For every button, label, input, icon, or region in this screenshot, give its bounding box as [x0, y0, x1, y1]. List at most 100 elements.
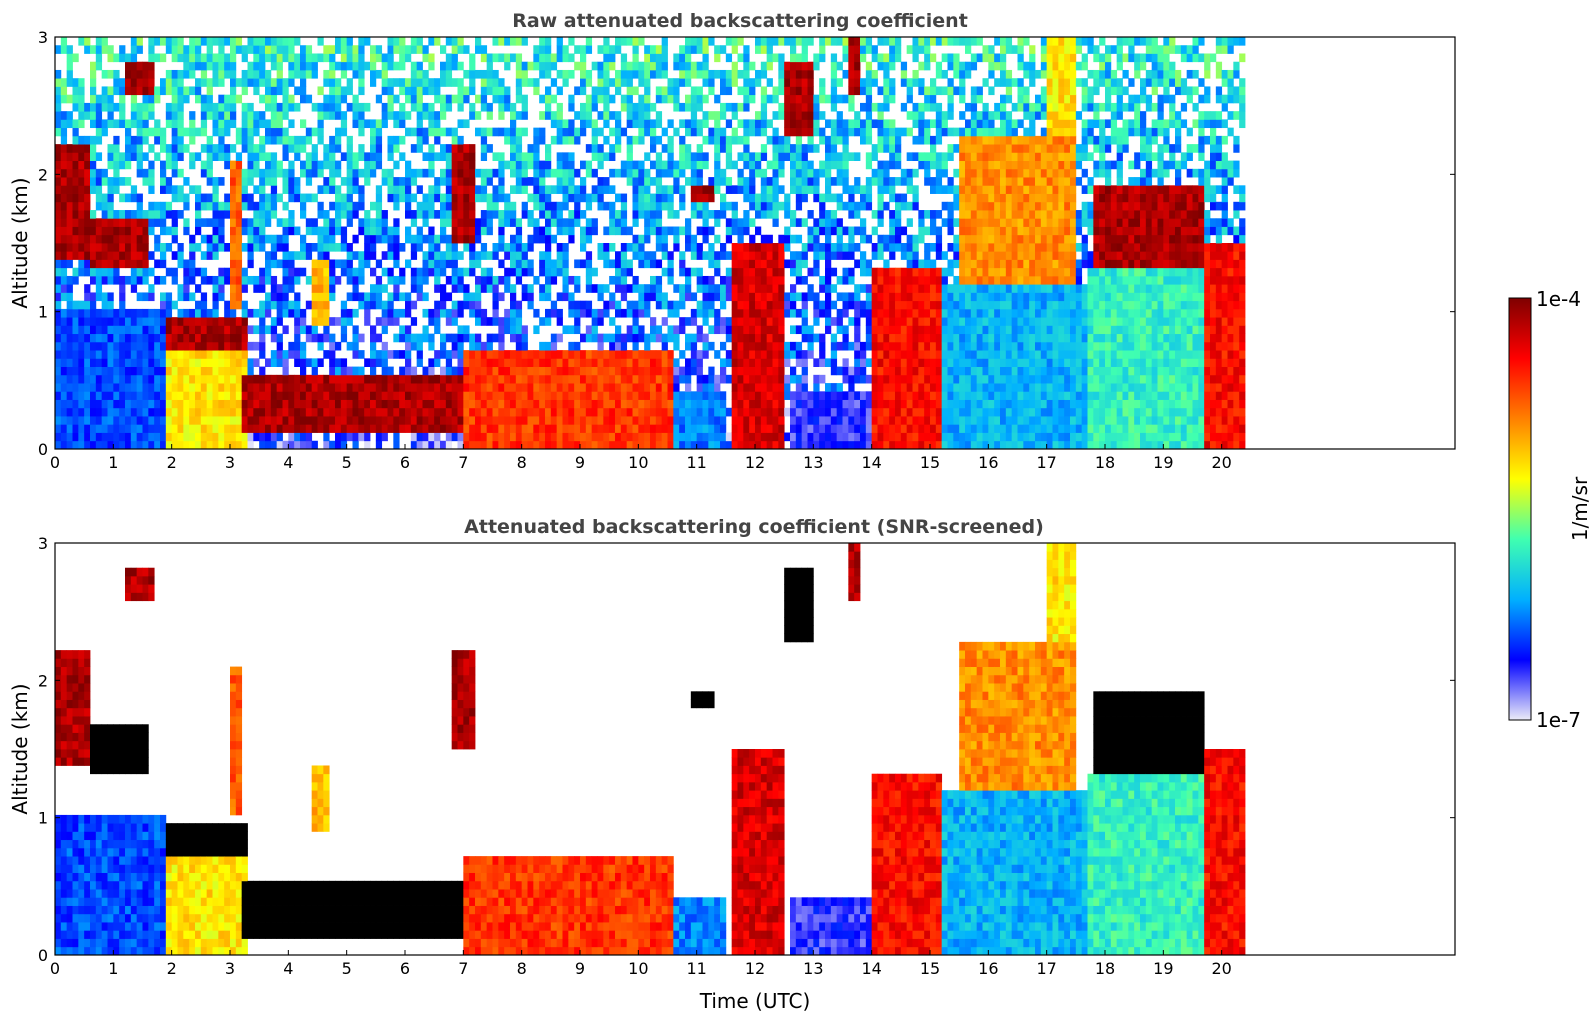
heatmap-cell: [620, 160, 628, 170]
heatmap-cell: [195, 37, 202, 46]
heatmap-cell: [457, 185, 464, 194]
heatmap-cell: [200, 102, 208, 112]
heatmap-cell: [650, 127, 657, 137]
heatmap-cell: [305, 300, 313, 310]
heatmap-cell: [247, 144, 254, 153]
heatmap-cell: [825, 383, 832, 392]
heatmap-cell: [294, 383, 301, 392]
heatmap-cell: [346, 308, 353, 318]
heatmap-cell: [212, 251, 219, 260]
heatmap-cell: [504, 325, 511, 335]
heatmap-cell: [434, 300, 441, 310]
heatmap-cell: [160, 333, 167, 343]
heatmap-cell: [825, 407, 832, 417]
heatmap-cell: [200, 350, 208, 359]
heatmap-cell: [294, 69, 301, 79]
heatmap-cell: [615, 275, 622, 285]
heatmap-cell: [55, 144, 62, 153]
heatmap-cell: [766, 61, 773, 71]
heatmap-cell: [125, 391, 132, 400]
heatmap-cell: [218, 61, 225, 71]
heatmap-cell: [235, 135, 243, 145]
heatmap-cell: [749, 201, 756, 211]
heatmap-cell: [644, 416, 651, 425]
heatmap-cell: [387, 267, 394, 277]
heatmap-cell: [335, 226, 342, 236]
heatmap-cell: [510, 201, 517, 211]
heatmap-cell: [597, 61, 604, 71]
heatmap-cell: [90, 432, 97, 442]
heatmap-cell: [142, 243, 149, 252]
heatmap-cell: [130, 69, 138, 79]
heatmap-cell: [440, 259, 447, 269]
heatmap-cell: [270, 424, 278, 433]
heatmap-cell: [305, 160, 313, 170]
heatmap-cell: [72, 94, 79, 104]
heatmap-cell: [743, 210, 750, 219]
heatmap-cell: [650, 226, 657, 236]
heatmap-cell: [620, 69, 628, 79]
heatmap-cell: [515, 226, 523, 236]
heatmap-cell: [778, 358, 785, 367]
heatmap-cell: [195, 300, 202, 310]
heatmap-cell: [358, 69, 365, 79]
heatmap-cell: [130, 102, 138, 112]
heatmap-cell: [84, 193, 91, 203]
heatmap-cell: [731, 308, 738, 318]
heatmap-cell: [632, 251, 639, 260]
heatmap-cell: [626, 407, 633, 417]
heatmap-cell: [189, 61, 196, 71]
heatmap-cell: [743, 383, 750, 392]
heatmap-cell: [696, 275, 703, 285]
heatmap-cell: [294, 317, 301, 326]
heatmap-cell: [317, 102, 324, 112]
heatmap-cell: [819, 391, 826, 400]
heatmap-cell: [445, 234, 453, 244]
heatmap-cell: [125, 424, 132, 433]
heatmap-cell: [335, 317, 342, 326]
heatmap-cell: [253, 391, 260, 400]
heatmap-cell: [393, 292, 400, 302]
heatmap-cell: [410, 391, 418, 400]
heatmap-cell: [265, 119, 272, 129]
heatmap-cell: [585, 383, 593, 392]
heatmap-cell: [562, 267, 569, 277]
heatmap-cell: [340, 325, 348, 335]
heatmap-cell: [510, 440, 517, 450]
heatmap-cell: [206, 424, 213, 433]
heatmap-cell: [615, 333, 622, 343]
heatmap-cell: [638, 61, 645, 71]
heatmap-cell: [195, 284, 202, 293]
heatmap-cell: [527, 350, 534, 359]
heatmap-cell: [154, 127, 161, 137]
heatmap-cell: [457, 391, 464, 400]
heatmap-cell: [749, 168, 756, 178]
heatmap-cell: [667, 135, 674, 145]
heatmap-cell: [440, 416, 447, 425]
heatmap-cell: [370, 201, 377, 211]
heatmap-cell: [375, 45, 383, 54]
heatmap-cell: [282, 251, 289, 260]
heatmap-cell: [142, 259, 149, 269]
heatmap-cell: [679, 440, 686, 450]
heatmap-cell: [469, 399, 476, 409]
heatmap-cell: [562, 374, 569, 384]
heatmap-cell: [556, 168, 563, 178]
heatmap-cell: [801, 416, 808, 425]
heatmap-cell: [183, 366, 190, 376]
heatmap-cell: [101, 440, 108, 450]
heatmap-cell: [486, 341, 493, 351]
heatmap-cell: [480, 144, 488, 153]
heatmap-cell: [340, 127, 348, 137]
heatmap-cell: [440, 177, 447, 186]
heatmap-cell: [626, 78, 633, 87]
heatmap-cell: [714, 69, 721, 79]
heatmap-cell: [60, 210, 68, 219]
heatmap-cell: [235, 185, 243, 194]
heatmap-cell: [358, 193, 365, 203]
heatmap-cell: [60, 275, 68, 285]
heatmap-cell: [241, 440, 248, 450]
heatmap-cell: [160, 300, 167, 310]
heatmap-cell: [224, 317, 231, 326]
heatmap-cell: [101, 308, 108, 318]
